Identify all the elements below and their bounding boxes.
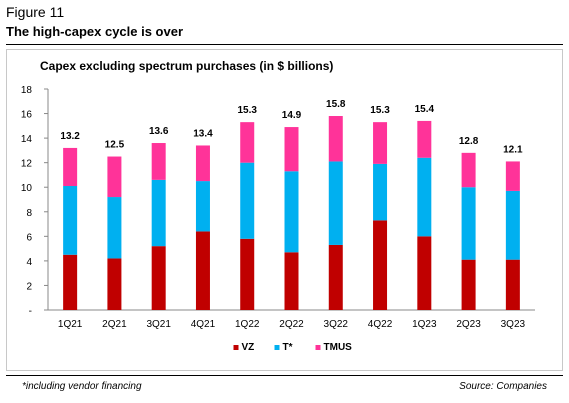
figure-title: The high-capex cycle is over [6, 24, 184, 39]
x-tick-label: 2Q23 [456, 319, 481, 330]
bar-vz [151, 246, 166, 310]
figure-label: Figure 11 [6, 4, 65, 20]
total-data-label: 15.3 [237, 105, 257, 116]
x-tick-label: 2Q22 [279, 319, 304, 330]
x-tick-label: 3Q23 [501, 319, 526, 330]
bar-tmus [107, 156, 122, 198]
total-data-label: 13.4 [193, 128, 213, 139]
legend-swatch [315, 345, 321, 350]
total-data-label: 12.1 [503, 144, 523, 155]
bar-tmus [373, 122, 388, 164]
y-tick-label: 8 [26, 208, 32, 219]
bar-tmus [505, 161, 520, 191]
y-tick-label: 16 [21, 110, 33, 121]
legend-label: VZ [242, 342, 255, 353]
bar-vz [417, 236, 432, 310]
y-tick-label: 2 [26, 281, 32, 292]
bar-vz [461, 259, 476, 310]
bar-tmus [461, 152, 476, 188]
bar-t [417, 157, 432, 237]
legend-label: T* [283, 342, 293, 353]
bottom-divider [6, 375, 563, 376]
x-tick-label: 2Q21 [102, 319, 127, 330]
total-data-label: 15.8 [326, 99, 346, 110]
chart-title: Capex excluding spectrum purchases (in $… [40, 59, 334, 73]
bar-t [328, 161, 343, 245]
bar-vz [63, 254, 78, 310]
x-tick-label: 3Q21 [146, 319, 171, 330]
bar-t [284, 171, 299, 253]
bar-tmus [284, 127, 299, 172]
bar-t [240, 162, 255, 239]
footnote: *including vendor financing [22, 381, 142, 392]
y-tick-label: 10 [21, 183, 33, 194]
bar-vz [284, 252, 299, 310]
bar-t [373, 163, 388, 221]
bar-vz [373, 220, 388, 310]
y-tick-label: 6 [26, 232, 32, 243]
total-data-label: 14.9 [282, 110, 302, 121]
total-data-label: 15.4 [415, 104, 435, 115]
y-tick-label: 14 [21, 134, 33, 145]
bar-t [107, 197, 122, 259]
bar-vz [195, 231, 210, 310]
y-tick-label: 12 [21, 159, 33, 170]
x-tick-label: 4Q22 [368, 319, 393, 330]
bar-tmus [417, 120, 432, 158]
legend-swatch [233, 345, 239, 350]
bar-t [151, 179, 166, 247]
bar-vz [505, 259, 520, 310]
bar-t [195, 181, 210, 232]
y-tick-label: - [29, 306, 32, 317]
legend-swatch [274, 345, 280, 350]
y-tick-label: 4 [26, 257, 32, 268]
total-data-label: 13.6 [149, 126, 169, 137]
bar-vz [328, 244, 343, 310]
x-tick-label: 3Q22 [324, 319, 349, 330]
source-note: Source: Companies [459, 381, 547, 392]
total-data-label: 13.2 [60, 131, 80, 142]
bar-tmus [328, 116, 343, 162]
y-tick-label: 18 [21, 85, 33, 96]
x-tick-label: 1Q22 [235, 319, 260, 330]
total-data-label: 12.8 [459, 136, 479, 147]
x-tick-label: 1Q23 [412, 319, 437, 330]
bar-tmus [151, 143, 166, 180]
bar-vz [107, 258, 122, 310]
bar-t [505, 190, 520, 260]
bar-tmus [63, 147, 78, 186]
bar-tmus [195, 145, 210, 182]
total-data-label: 15.3 [370, 105, 390, 116]
x-tick-label: 4Q21 [191, 319, 216, 330]
legend-label: TMUS [324, 342, 353, 353]
bar-t [63, 185, 78, 255]
chart-frame [6, 49, 563, 371]
x-tick-label: 1Q21 [58, 319, 83, 330]
total-data-label: 12.5 [105, 140, 125, 151]
bar-t [461, 187, 476, 260]
top-divider [6, 44, 563, 45]
bar-tmus [240, 122, 255, 163]
bar-vz [240, 238, 255, 310]
